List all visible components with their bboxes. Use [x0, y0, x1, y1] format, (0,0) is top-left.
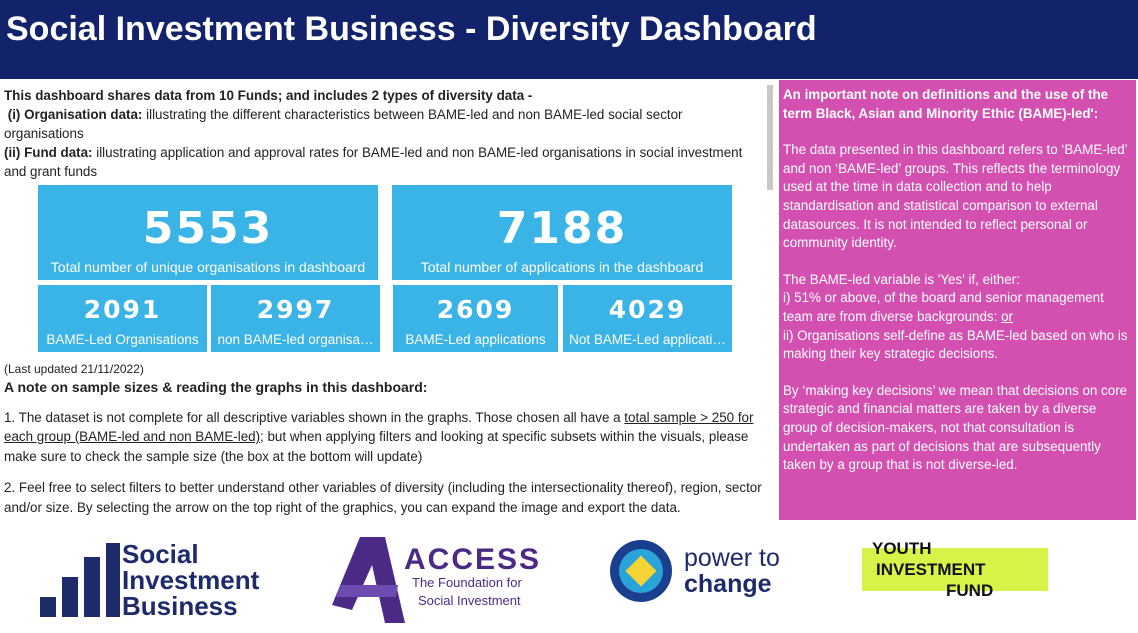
kpi-card: 2609 BAME-Led applications: [393, 285, 558, 352]
underlined-text: or: [1001, 308, 1013, 324]
kpi-label: Total number of unique organisations in …: [50, 259, 366, 275]
yif-logo: YOUTH INVESTMENT FUND: [862, 539, 1048, 600]
logo-text: INVESTMENT: [876, 560, 986, 579]
access-logo: ACCESS The Foundation for Social Investm…: [332, 537, 540, 623]
text: ii) Organisations self-define as BAME-le…: [783, 327, 1128, 362]
logo-bar: [40, 597, 56, 617]
logo-text: FUND: [946, 581, 993, 600]
kpi-value: 2091: [83, 295, 162, 324]
notes-heading: A note on sample sizes & reading the gra…: [4, 379, 428, 395]
side-paragraph: The BAME-led variable is 'Yes' if, eithe…: [779, 253, 1136, 364]
kpi-card: 4029 Not BAME-Led applicati…: [563, 285, 732, 352]
kpi-value: 2609: [436, 295, 515, 324]
intro: This dashboard shares data from 10 Funds…: [4, 86, 764, 181]
logo-shape: [332, 537, 405, 623]
text: i) 51% or above, of the board and senior…: [783, 290, 1104, 324]
logo-text: change: [684, 570, 772, 598]
note-paragraph: 1. The dataset is not complete for all d…: [4, 408, 772, 467]
logo-text: YOUTH: [872, 539, 932, 558]
kpi-value: 5553: [142, 203, 274, 254]
logo-text: power to: [684, 544, 780, 572]
logo-text: The Foundation for: [412, 575, 523, 590]
kpi-card: 7188 Total number of applications in the…: [392, 185, 732, 280]
kpi-label: BAME-Led Organisations: [46, 332, 199, 347]
kpi-label: Not BAME-Led applicati…: [569, 332, 726, 347]
text: ; but when applying filters and looking …: [4, 429, 749, 464]
logo-bar: [62, 577, 78, 617]
side-heading: An important note on definitions and the…: [783, 87, 1109, 121]
logo-shape: [862, 548, 1048, 591]
item-text: illustrating the different characteristi…: [4, 107, 683, 141]
kpi-value: 2997: [256, 295, 335, 324]
logo-text: Business: [122, 591, 238, 621]
kpi-label: Total number of applications in the dash…: [420, 259, 704, 275]
kpi-label: BAME-Led applications: [405, 332, 546, 347]
item-text: illustrating application and approval ra…: [4, 145, 743, 179]
kpi-card: 2091 BAME-Led Organisations: [38, 285, 207, 352]
intro-item: (ii) Fund data: illustrating application…: [4, 143, 764, 181]
item-label: (ii) Fund data:: [4, 145, 93, 160]
side-paragraph: By ‘making key decisions’ we mean that d…: [783, 382, 1128, 473]
kpi-card: 5553 Total number of unique organisation…: [38, 185, 378, 280]
side-note: An important note on definitions and the…: [779, 80, 1136, 520]
logo-text: ACCESS: [404, 543, 540, 576]
kpi-value: 4029: [608, 295, 687, 324]
logo-bar: [84, 557, 100, 617]
side-paragraph: The data presented in this dashboard ref…: [783, 142, 1128, 251]
intro-item: (i) Organisation data: illustrating the …: [4, 105, 764, 143]
text: The BAME-led variable is 'Yes' if, eithe…: [783, 271, 1020, 287]
dashboard-title: Social Investment Business - Diversity D…: [6, 10, 817, 48]
intro-heading: This dashboard shares data from 10 Funds…: [4, 88, 533, 103]
text: 1. The dataset is not complete for all d…: [4, 409, 625, 425]
sib-logo: Social Investment Business: [40, 539, 260, 621]
logo-text: Investment: [122, 565, 260, 595]
item-label: (i) Organisation data:: [7, 107, 143, 122]
scrollbar[interactable]: [767, 85, 773, 190]
kpi-card: 2997 non BAME-led organisa…: [211, 285, 380, 352]
underlined-text: total sample > 250 for each group (BAME-…: [4, 409, 754, 445]
header-bar: [0, 0, 1138, 79]
logo-text: Social: [122, 539, 199, 569]
ptc-logo: power to change: [610, 540, 780, 602]
note-paragraph: 2. Feel free to select filters to better…: [4, 480, 762, 515]
kpi-value: 7188: [496, 203, 628, 254]
logo-shape: [336, 585, 398, 597]
last-updated: (Last updated 21/11/2022): [4, 362, 144, 376]
kpi-label: non BAME-led organisa…: [217, 332, 374, 347]
notes: A note on sample sizes & reading the gra…: [4, 378, 772, 529]
logo-bar: [106, 543, 120, 617]
logo-text: Social Investment: [418, 593, 521, 608]
